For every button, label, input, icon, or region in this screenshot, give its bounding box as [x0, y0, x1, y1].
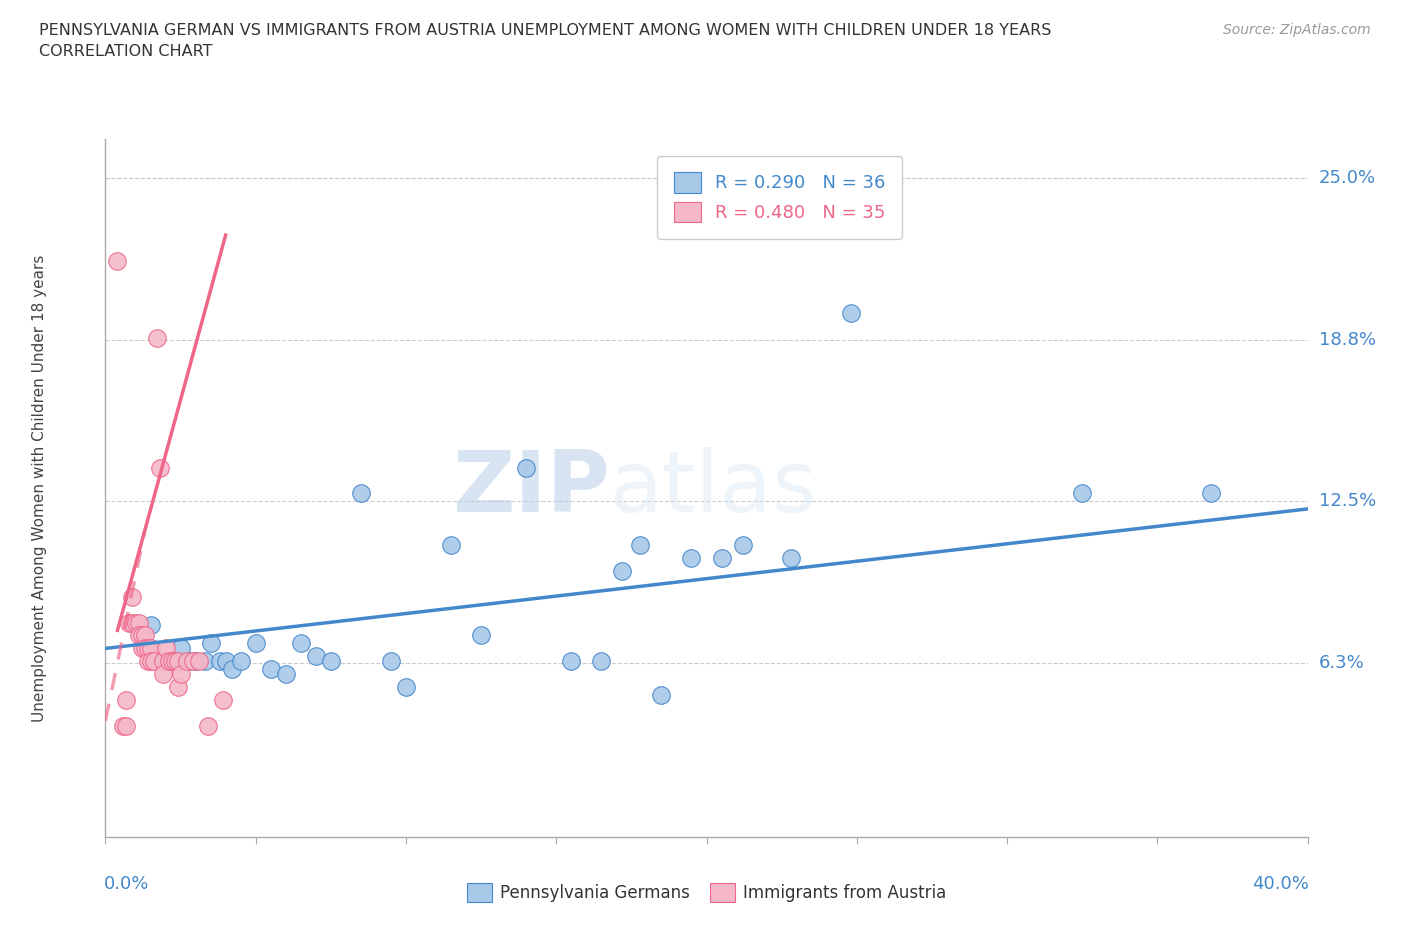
Text: atlas: atlas: [610, 446, 818, 530]
Point: [197, 719, 219, 734]
Point: [591, 654, 613, 669]
Point: [136, 654, 159, 669]
Point: [1071, 486, 1094, 501]
Point: [163, 654, 186, 669]
Point: [131, 628, 153, 643]
Point: [319, 654, 342, 669]
Point: [628, 538, 651, 552]
Point: [731, 538, 754, 552]
Point: [152, 654, 174, 669]
Point: [157, 654, 180, 669]
Point: [160, 654, 183, 669]
Point: [440, 538, 463, 552]
Point: [470, 628, 492, 643]
Point: [139, 618, 162, 632]
Point: [112, 719, 135, 734]
Point: [115, 719, 138, 734]
Text: CORRELATION CHART: CORRELATION CHART: [39, 44, 212, 59]
Point: [115, 693, 138, 708]
Point: [145, 331, 167, 346]
Point: [152, 667, 174, 682]
Point: [681, 551, 703, 565]
Point: [274, 667, 297, 682]
Point: [779, 551, 801, 565]
Text: Source: ZipAtlas.com: Source: ZipAtlas.com: [1223, 23, 1371, 37]
Text: Unemployment Among Women with Children Under 18 years: Unemployment Among Women with Children U…: [32, 255, 46, 722]
Point: [350, 486, 373, 501]
Text: 6.3%: 6.3%: [1319, 654, 1364, 671]
Point: [124, 615, 146, 630]
Point: [612, 564, 634, 578]
Point: [515, 460, 537, 475]
Point: [200, 636, 222, 651]
Point: [229, 654, 252, 669]
Point: [131, 641, 153, 656]
Text: 18.8%: 18.8%: [1319, 331, 1375, 349]
Point: [395, 680, 418, 695]
Text: 40.0%: 40.0%: [1251, 875, 1309, 894]
Point: [1201, 486, 1223, 501]
Point: [260, 661, 283, 676]
Point: [194, 654, 217, 669]
Text: ZIP: ZIP: [453, 446, 610, 530]
Point: [128, 628, 150, 643]
Point: [128, 615, 150, 630]
Point: [214, 654, 236, 669]
Point: [107, 254, 129, 269]
Point: [148, 654, 170, 669]
Point: [169, 667, 191, 682]
Point: [208, 654, 231, 669]
Point: [181, 654, 204, 669]
Text: 25.0%: 25.0%: [1319, 169, 1376, 187]
Text: PENNSYLVANIA GERMAN VS IMMIGRANTS FROM AUSTRIA UNEMPLOYMENT AMONG WOMEN WITH CHI: PENNSYLVANIA GERMAN VS IMMIGRANTS FROM A…: [39, 23, 1052, 38]
Point: [134, 628, 156, 643]
Point: [184, 654, 207, 669]
Point: [380, 654, 402, 669]
Point: [134, 641, 156, 656]
Point: [179, 654, 201, 669]
Point: [148, 460, 170, 475]
Point: [139, 641, 162, 656]
Point: [710, 551, 733, 565]
Point: [118, 615, 141, 630]
Point: [290, 636, 312, 651]
Point: [650, 687, 672, 702]
Point: [187, 654, 209, 669]
Point: [560, 654, 582, 669]
Point: [166, 680, 188, 695]
Point: [160, 654, 183, 669]
Point: [245, 636, 267, 651]
Point: [169, 641, 191, 656]
Point: [839, 305, 862, 320]
Point: [121, 590, 143, 604]
Point: [139, 654, 162, 669]
Text: 0.0%: 0.0%: [104, 875, 149, 894]
Point: [136, 641, 159, 656]
Point: [166, 654, 188, 669]
Point: [121, 615, 143, 630]
Point: [221, 661, 243, 676]
Point: [211, 693, 233, 708]
Point: [176, 654, 198, 669]
Text: 12.5%: 12.5%: [1319, 492, 1376, 511]
Point: [155, 641, 177, 656]
Point: [305, 649, 328, 664]
Point: [142, 654, 165, 669]
Legend: Pennsylvania Germans, Immigrants from Austria: Pennsylvania Germans, Immigrants from Au…: [460, 876, 953, 909]
